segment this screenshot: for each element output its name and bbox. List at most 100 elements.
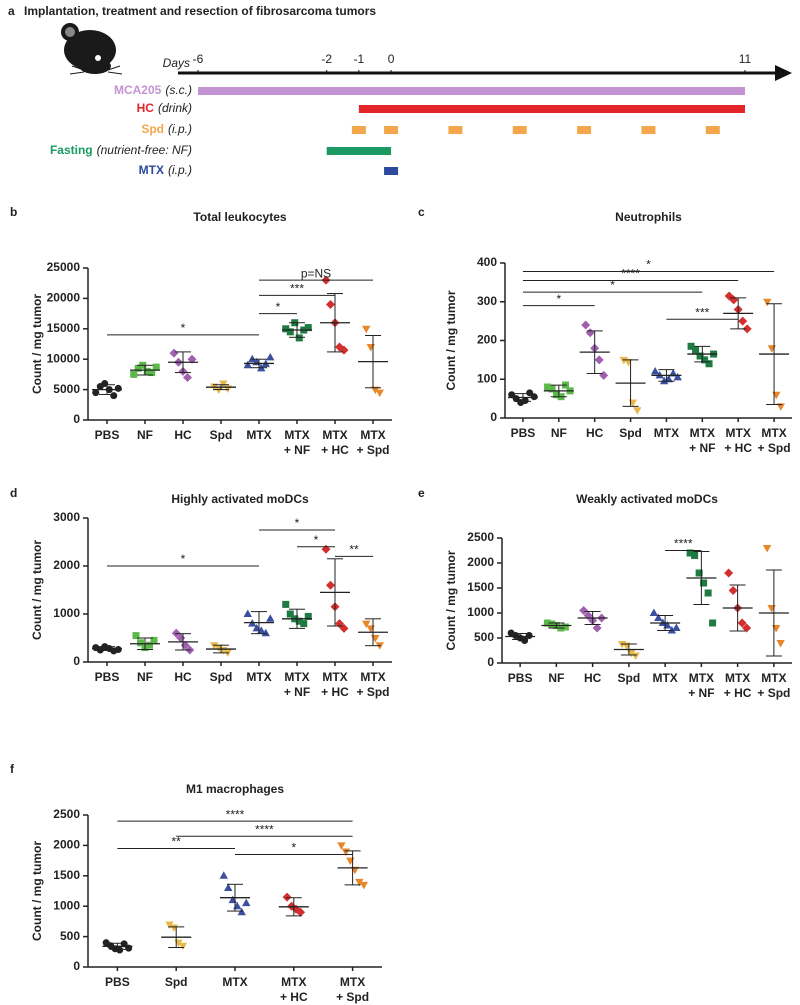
point [692, 346, 700, 354]
point [655, 370, 664, 379]
point [594, 355, 604, 365]
point [359, 881, 369, 890]
x-tick-label: HC [174, 428, 192, 442]
y-tick-label: 2000 [467, 555, 494, 569]
point [592, 623, 602, 633]
point [362, 325, 371, 334]
significance-label: * [610, 278, 615, 292]
x-tick-label: Spd [209, 670, 233, 684]
point [667, 626, 677, 634]
point [762, 545, 772, 553]
point [355, 878, 364, 887]
x-tick-label: NF [137, 428, 153, 442]
point [169, 348, 179, 358]
point [631, 652, 640, 660]
point [695, 569, 703, 577]
row-name: Fasting [50, 143, 93, 157]
y-tick-label: 200 [477, 333, 497, 347]
point [300, 620, 308, 628]
point [772, 391, 781, 400]
point [654, 613, 663, 621]
x-tick-label: NF [550, 426, 567, 440]
x-tick-label: PBS [507, 671, 533, 685]
point [187, 354, 197, 364]
y-tick-label: 0 [487, 655, 494, 669]
row-label: MTX (i.p.) [139, 163, 192, 177]
point [650, 367, 660, 375]
point [686, 549, 694, 557]
point [649, 608, 659, 616]
significance-label: * [181, 321, 186, 335]
point [521, 637, 529, 644]
axis-label: Days [163, 56, 190, 70]
significance-label: *** [290, 282, 304, 296]
x-tick-label: MTX + Spd [356, 428, 390, 457]
point [728, 586, 738, 595]
significance-label: p=NS [301, 266, 331, 280]
x-tick-label: MTX [246, 428, 272, 442]
chart-title: Highly activated moDCs [171, 492, 309, 506]
x-tick-label: PBS [94, 670, 120, 684]
y-tick-label: 2000 [53, 558, 80, 572]
dose [384, 167, 399, 175]
x-tick-label: MTX + NF [689, 426, 716, 455]
point [321, 544, 331, 554]
panel-label: b [10, 205, 17, 219]
point [581, 320, 591, 330]
y-tick-label: 1000 [53, 898, 80, 912]
point [248, 354, 257, 363]
significance-label: ** [172, 835, 182, 849]
point [579, 606, 589, 615]
panel-label: e [418, 486, 425, 500]
point [326, 580, 335, 590]
dose [448, 126, 463, 134]
point [341, 848, 351, 856]
point [92, 389, 100, 397]
point [691, 552, 699, 559]
point [243, 609, 252, 617]
point [548, 620, 556, 628]
point [633, 407, 642, 415]
significance-label: *** [695, 305, 709, 319]
row-note: (nutrient-free: NF) [97, 143, 192, 157]
y-tick-label: 300 [477, 294, 497, 308]
y-tick-label: 1000 [467, 605, 494, 619]
point [150, 636, 158, 644]
y-tick-label: 5000 [53, 382, 80, 396]
x-tick-label: MTX + HC [723, 671, 752, 700]
point [224, 883, 233, 891]
chart-title: Weakly activated moDCs [576, 492, 718, 506]
x-tick-label: Spd [619, 426, 642, 440]
x-tick-label: PBS [105, 975, 130, 989]
point [371, 386, 380, 395]
axis-arrow [775, 65, 792, 81]
point [295, 617, 303, 625]
row-note: (i.p.) [168, 163, 192, 177]
row-label: MCA205 (s.c.) [114, 83, 192, 97]
point [561, 623, 569, 631]
point [165, 921, 174, 929]
significance-label: * [181, 552, 186, 566]
y-tick-label: 0 [73, 959, 80, 973]
row-label: HC (drink) [137, 101, 192, 115]
y-tick-label: 2500 [467, 530, 494, 544]
point [143, 367, 151, 375]
panel-label: f [10, 762, 15, 776]
point [114, 384, 122, 392]
chart-title: M1 macrophages [186, 782, 284, 796]
x-tick-label: 11 [739, 52, 752, 66]
y-tick-label: 15000 [47, 321, 81, 335]
y-tick-label: 2000 [53, 838, 80, 852]
point [767, 345, 777, 353]
point [599, 370, 609, 380]
y-axis-label: Count / mg tumor [30, 294, 44, 394]
significance-label: **** [226, 807, 245, 821]
row-name: MTX [139, 163, 164, 177]
point [366, 344, 375, 352]
point [696, 352, 704, 360]
row-note: (drink) [158, 101, 192, 115]
point [673, 372, 682, 381]
y-tick-label: 1500 [53, 868, 80, 882]
